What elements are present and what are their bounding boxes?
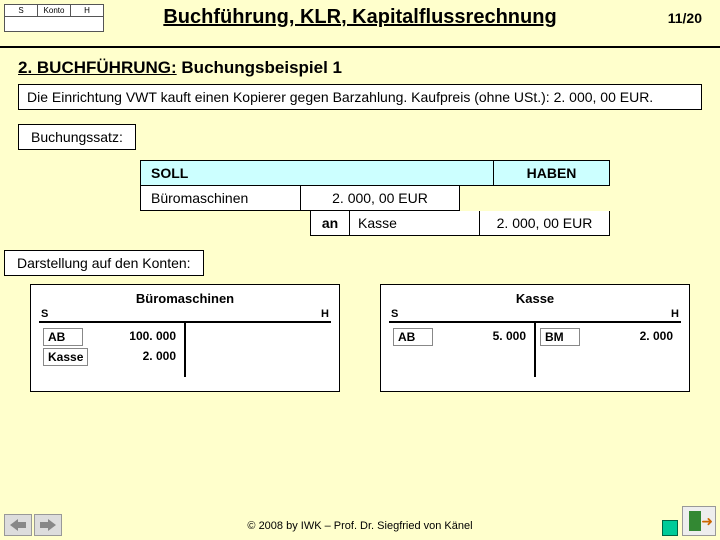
tacc-row-value: 2. 000 xyxy=(88,348,180,366)
entry-table: SOLL HABEN Büromaschinen 2. 000, 00 EUR … xyxy=(140,160,610,236)
tacc-kasse: Kasse S H AB5. 000 BM2. 000 xyxy=(380,284,690,392)
tacc-row: Kasse2. 000 xyxy=(39,347,184,367)
prev-button[interactable] xyxy=(4,514,32,536)
green-square-icon xyxy=(662,520,678,536)
soll-header: SOLL xyxy=(141,161,494,185)
buchungssatz-label: Buchungssatz: xyxy=(18,124,136,150)
tacc-row-label: AB xyxy=(43,328,83,346)
arrow-left-icon xyxy=(10,519,26,531)
haben-header: HABEN xyxy=(494,161,609,185)
example-box: Die Einrichtung VWT kauft einen Kopierer… xyxy=(18,84,702,110)
arrow-right-icon xyxy=(40,519,56,531)
header: S Konto H Buchführung, KLR, Kapitalfluss… xyxy=(0,0,720,48)
header-logo: S Konto H xyxy=(4,4,104,32)
credit-account: Kasse xyxy=(350,211,480,236)
tacc-title: Kasse xyxy=(389,291,681,306)
tacc-s: S xyxy=(41,308,321,320)
tacc-title: Büromaschinen xyxy=(39,291,331,306)
exit-button[interactable] xyxy=(682,506,716,536)
an-label: an xyxy=(310,211,350,236)
section-prefix: 2. BUCHFÜHRUNG: xyxy=(18,58,177,77)
credit-amount: 2. 000, 00 EUR xyxy=(480,211,610,236)
page-number: 11/20 xyxy=(668,10,702,26)
tacc-row-value: 100. 000 xyxy=(83,328,180,346)
tacc-h: H xyxy=(321,308,329,320)
tacc-row-value: 5. 000 xyxy=(433,328,530,346)
nav-left xyxy=(4,514,62,536)
debit-amount: 2. 000, 00 EUR xyxy=(301,186,459,210)
tacc-row: BM2. 000 xyxy=(536,327,681,347)
section-title: 2. BUCHFÜHRUNG: Buchungsbeispiel 1 xyxy=(18,58,720,78)
tacc-row: AB5. 000 xyxy=(389,327,534,347)
section-subtitle: Buchungsbeispiel 1 xyxy=(181,58,342,77)
debit-account: Büromaschinen xyxy=(141,186,301,210)
copyright: © 2008 by IWK – Prof. Dr. Siegfried von … xyxy=(0,520,720,532)
tacc-bueromaschinen: Büromaschinen S H AB100. 000Kasse2. 000 xyxy=(30,284,340,392)
tacc-row-label: BM xyxy=(540,328,580,346)
page-title: Buchführung, KLR, Kapitalflussrechnung xyxy=(0,6,720,29)
darstellung-label: Darstellung auf den Konten: xyxy=(4,250,204,276)
tacc-row-label: Kasse xyxy=(43,348,88,366)
taccounts: Büromaschinen S H AB100. 000Kasse2. 000 … xyxy=(0,284,720,392)
nav-right xyxy=(662,506,716,536)
next-button[interactable] xyxy=(34,514,62,536)
tacc-row-value: 2. 000 xyxy=(580,328,677,346)
tacc-h: H xyxy=(671,308,679,320)
tacc-s: S xyxy=(391,308,671,320)
logo-h: H xyxy=(71,5,103,16)
tacc-row-label: AB xyxy=(393,328,433,346)
tacc-row: AB100. 000 xyxy=(39,327,184,347)
logo-konto: Konto xyxy=(38,5,71,16)
logo-s: S xyxy=(5,5,38,16)
